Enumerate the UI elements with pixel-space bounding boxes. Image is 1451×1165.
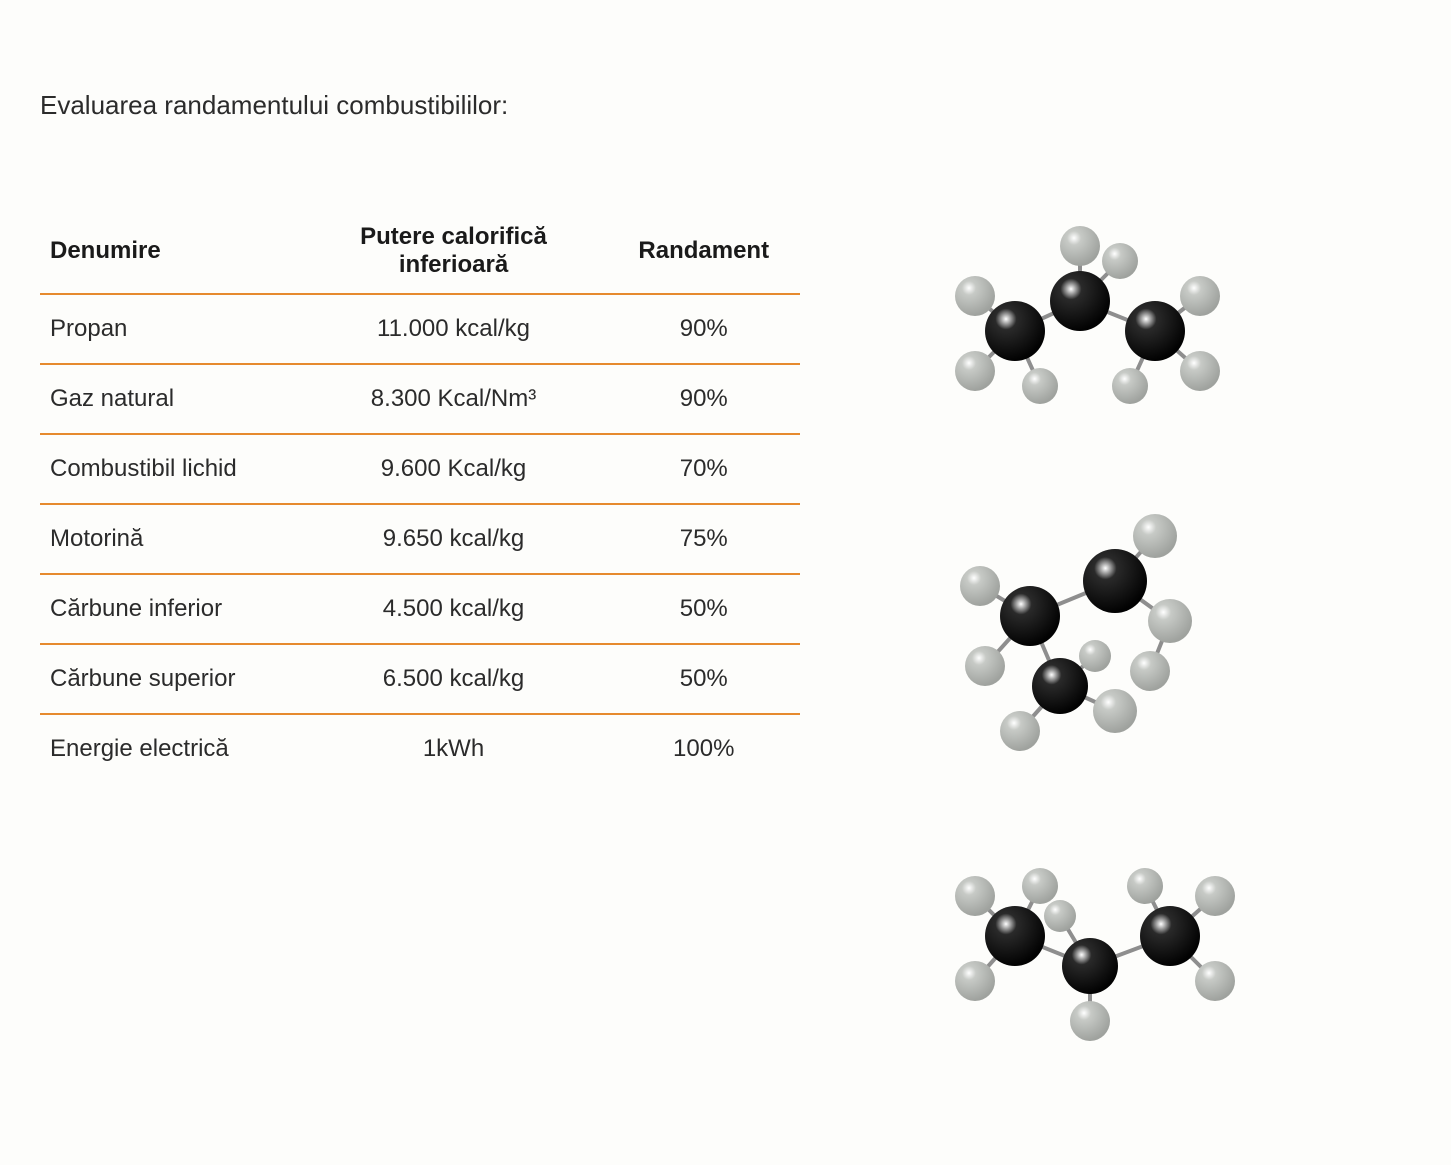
cell-efficiency: 70% [607,434,800,504]
table-row: Motorină9.650 kcal/kg75% [40,504,800,574]
cell-efficiency: 90% [607,294,800,364]
table-row: Gaz natural8.300 Kcal/Nm³90% [40,364,800,434]
cell-power: 6.500 kcal/kg [300,644,608,714]
cell-power: 11.000 kcal/kg [300,294,608,364]
cell-efficiency: 50% [607,644,800,714]
cell-power: 4.500 kcal/kg [300,574,608,644]
table-header-name: Denumire [40,211,300,294]
cell-efficiency: 100% [607,714,800,783]
cell-power: 9.650 kcal/kg [300,504,608,574]
cell-power: 9.600 Kcal/kg [300,434,608,504]
cell-power: 1kWh [300,714,608,783]
propane-top-icon [920,181,1240,441]
cell-efficiency: 50% [607,574,800,644]
cell-efficiency: 90% [607,364,800,434]
cell-name: Cărbune superior [40,644,300,714]
table-row: Cărbune superior6.500 kcal/kg50% [40,644,800,714]
page-title: Evaluarea randamentului combustibililor: [40,90,1411,121]
molecule-illustration [920,181,1260,1061]
table-header-efficiency: Randament [607,211,800,294]
table-row: Cărbune inferior4.500 kcal/kg50% [40,574,800,644]
cell-name: Gaz natural [40,364,300,434]
table-header-power: Putere calorifică inferioară [300,211,608,294]
cell-name: Propan [40,294,300,364]
cell-efficiency: 75% [607,504,800,574]
content-row: Denumire Putere calorifică inferioară Ra… [40,211,1411,1061]
cell-name: Motorină [40,504,300,574]
cluster-middle-icon [920,471,1240,771]
table-row: Energie electrică1kWh100% [40,714,800,783]
table-row: Combustibil lichid9.600 Kcal/kg70% [40,434,800,504]
cell-power: 8.300 Kcal/Nm³ [300,364,608,434]
table-row: Propan11.000 kcal/kg90% [40,294,800,364]
cell-name: Cărbune inferior [40,574,300,644]
propane-bottom-icon [920,801,1260,1061]
cell-name: Combustibil lichid [40,434,300,504]
cell-name: Energie electrică [40,714,300,783]
fuel-efficiency-table: Denumire Putere calorifică inferioară Ra… [40,211,800,783]
